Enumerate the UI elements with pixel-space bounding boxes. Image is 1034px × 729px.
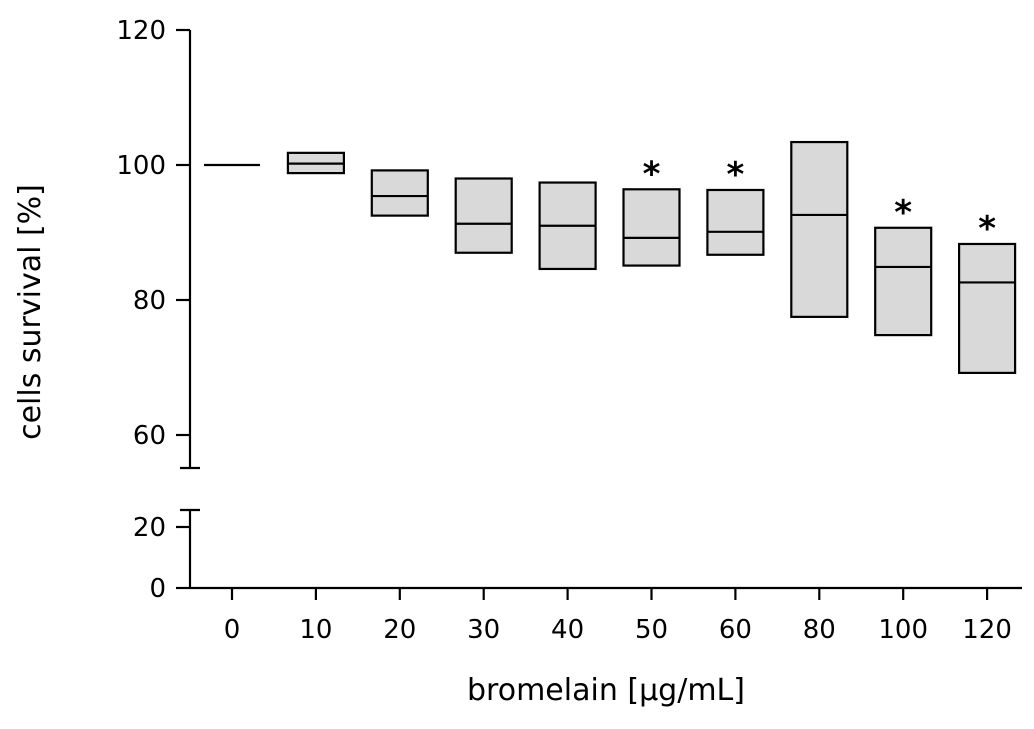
y-tick-label: 100 [116,151,166,181]
significance-asterisk: * [727,155,745,195]
box-rect [706,188,765,256]
significance-asterisk: * [894,193,912,233]
significance-marks: * * * * [643,154,997,249]
x-axis-title: bromelain [µg/mL] [467,673,745,708]
x-tick-label: 80 [803,615,836,645]
y-tick-label: 80 [133,286,166,316]
x-tick-label: 100 [878,615,928,645]
box-rect [957,242,1017,375]
significance-asterisk: * [978,209,996,249]
y-tick-label: 120 [116,16,166,46]
box-rect [454,177,513,254]
x-tick-label: 10 [299,615,332,645]
x-tick-label: 40 [551,615,584,645]
x-tick-label: 30 [467,615,500,645]
x-ticks: 0 10 20 30 40 50 60 80 100 120 [224,588,1012,645]
y-ticks: 60 80 100 120 0 20 [116,16,190,604]
box-series [204,140,1017,375]
box-rect [790,140,849,318]
y-tick-label: 60 [133,421,166,451]
y-tick-label: 20 [133,513,166,543]
box-rect [874,226,933,337]
box-rect [370,169,429,217]
y-tick-label: 0 [149,574,166,604]
x-tick-label: 20 [383,615,416,645]
significance-asterisk: * [643,154,661,194]
x-tick-label: 50 [635,615,668,645]
x-tick-label: 60 [719,615,752,645]
axes [180,30,1022,590]
y-axis-title: cells survival [%] [13,184,48,440]
x-tick-label: 0 [224,615,241,645]
box-rect [622,188,681,267]
x-tick-label: 120 [962,615,1012,645]
